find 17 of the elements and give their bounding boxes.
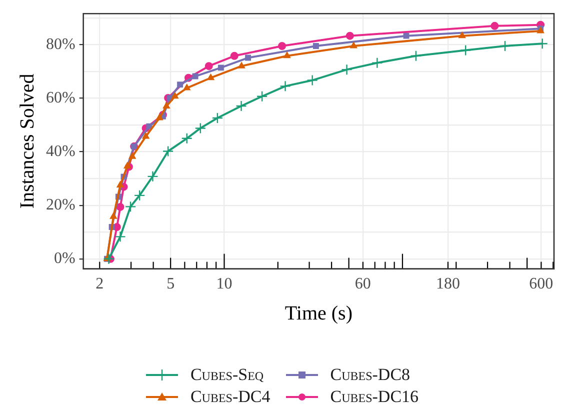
legend-label: Cubes-DC4 (190, 387, 270, 407)
x-tick-label: 180 (436, 276, 460, 293)
y-tick-label: 60% (46, 89, 76, 106)
x-tick-label: 10 (216, 276, 232, 293)
y-tick-label: 20% (46, 196, 76, 214)
y-axis-title: Instances Solved (16, 74, 38, 209)
legend-label: Cubes-Seq (190, 365, 264, 385)
y-tick-label: 0% (54, 250, 76, 268)
legend-label: Cubes-DC16 (330, 387, 419, 407)
x-axis-title: Time (s) (284, 302, 352, 324)
x-tick-label: 5 (166, 276, 175, 293)
x-tick-label: 2 (96, 276, 104, 293)
x-tick-label: 600 (529, 276, 554, 293)
x-tick-label: 60 (354, 276, 371, 293)
legend-label: Cubes-DC8 (330, 365, 410, 385)
y-tick-label: 80% (46, 36, 76, 53)
y-tick-label: 40% (46, 142, 76, 160)
